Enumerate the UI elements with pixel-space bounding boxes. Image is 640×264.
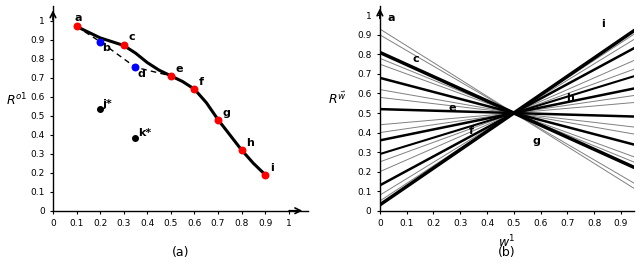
Text: b: b xyxy=(102,43,110,53)
Point xyxy=(166,74,176,78)
Point xyxy=(95,107,105,111)
Point xyxy=(189,87,200,91)
Point xyxy=(72,24,82,29)
Text: i: i xyxy=(270,163,273,173)
Text: h: h xyxy=(566,93,573,103)
Y-axis label: $R^{\vec{w}}$: $R^{\vec{w}}$ xyxy=(328,91,347,108)
Text: f: f xyxy=(199,77,204,87)
Y-axis label: $R^{o1}$: $R^{o1}$ xyxy=(6,92,27,108)
Text: h: h xyxy=(246,138,254,148)
X-axis label: $w^1$: $w^1$ xyxy=(499,234,516,250)
Text: (a): (a) xyxy=(172,246,189,259)
Text: a: a xyxy=(74,13,82,23)
Text: g: g xyxy=(532,136,541,146)
Text: a: a xyxy=(387,13,395,23)
Point xyxy=(95,40,105,44)
Point xyxy=(118,43,129,48)
Text: j*: j* xyxy=(102,99,112,109)
Text: e: e xyxy=(175,64,183,74)
Text: e: e xyxy=(449,103,456,113)
Text: g: g xyxy=(223,108,230,118)
Text: c: c xyxy=(413,54,420,64)
Point xyxy=(131,65,141,69)
Text: (b): (b) xyxy=(499,246,516,259)
Text: f: f xyxy=(469,126,474,136)
Text: k*: k* xyxy=(138,128,151,138)
Point xyxy=(213,117,223,122)
Point xyxy=(131,135,141,140)
Text: c: c xyxy=(129,32,135,42)
Text: d: d xyxy=(138,69,146,79)
Point xyxy=(236,148,246,152)
Text: i: i xyxy=(602,19,605,29)
Point xyxy=(260,172,270,177)
